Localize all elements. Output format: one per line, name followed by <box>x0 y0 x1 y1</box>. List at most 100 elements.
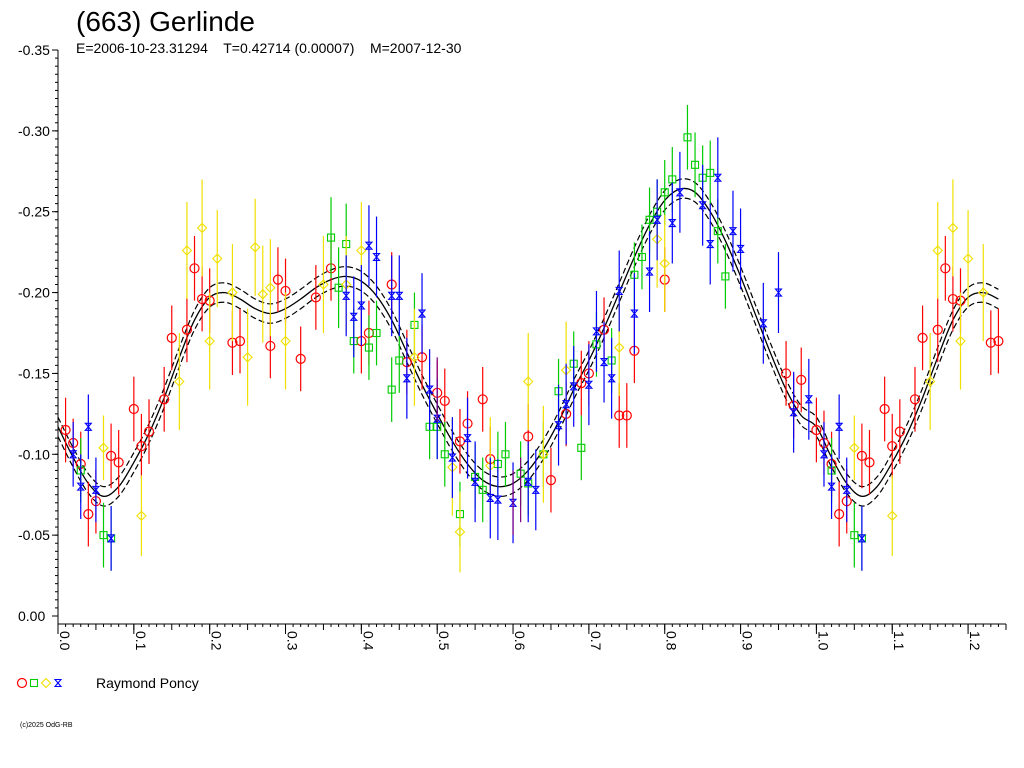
data-point <box>811 424 822 436</box>
y-tick-label: -0.20 <box>18 285 50 301</box>
data-point <box>128 403 139 415</box>
legend <box>16 677 63 689</box>
data-point <box>736 244 745 253</box>
data-points-group <box>60 104 1004 573</box>
data-point <box>136 510 147 522</box>
data-point <box>204 335 215 347</box>
chart-title: (663) Gerlinde <box>76 6 255 37</box>
data-point <box>977 287 989 298</box>
data-point <box>364 343 373 352</box>
data-point <box>387 385 396 394</box>
data-point <box>60 424 71 436</box>
x-tick-label: 1.0 <box>815 631 831 651</box>
data-point <box>417 309 427 318</box>
data-point <box>402 374 412 383</box>
data-point <box>683 133 692 142</box>
data-point <box>796 374 807 385</box>
data-point <box>842 485 851 494</box>
data-point <box>721 272 730 281</box>
data-point <box>99 531 108 540</box>
data-point <box>577 443 586 452</box>
data-point <box>105 450 117 462</box>
data-point <box>691 160 700 169</box>
data-point <box>295 353 306 364</box>
x-tick-label: 1.1 <box>891 631 907 651</box>
data-point <box>668 218 677 228</box>
data-point <box>879 403 890 415</box>
data-point <box>652 215 662 224</box>
data-point <box>448 453 457 462</box>
x-tick-label: 0.1 <box>133 631 149 651</box>
data-point <box>91 485 101 494</box>
data-point <box>947 293 959 305</box>
data-point <box>249 242 261 253</box>
data-point <box>554 421 563 430</box>
data-point <box>645 267 654 276</box>
data-point <box>538 449 549 460</box>
data-point <box>493 495 503 504</box>
data-point <box>713 173 723 182</box>
y-tick-label: -0.35 <box>18 42 50 58</box>
y-tick-label: -0.10 <box>18 446 50 462</box>
data-point <box>181 245 193 256</box>
copyright-text: (c)2025 OdG-RB <box>20 722 73 729</box>
data-point <box>849 442 860 454</box>
tick-group: -0.35 -0.30 -0.25 -0.20 -0.15 -0.10 -0.05 0.00 0… <box>18 42 1007 651</box>
data-point <box>887 441 898 452</box>
data-point <box>592 327 601 336</box>
data-point <box>439 395 450 407</box>
data-point <box>425 385 434 394</box>
data-point <box>932 324 943 335</box>
x-tick-label: 0.9 <box>740 631 756 651</box>
data-point <box>166 332 177 343</box>
data-point <box>613 342 625 353</box>
data-point <box>349 312 358 321</box>
data-point <box>387 291 396 300</box>
data-point <box>265 340 276 352</box>
x-tick-label: 0.5 <box>436 631 452 651</box>
data-point <box>645 215 654 224</box>
data-point <box>372 328 381 338</box>
data-point <box>523 431 534 442</box>
data-point <box>962 253 974 264</box>
data-point <box>615 286 624 296</box>
data-point <box>804 395 814 404</box>
data-point <box>759 319 768 328</box>
data-point <box>614 410 625 421</box>
data-point <box>463 434 472 443</box>
y-tick-label: -0.25 <box>18 204 50 220</box>
data-point <box>569 382 578 391</box>
data-point <box>607 374 616 383</box>
data-point <box>234 335 246 347</box>
legend-marker-hourglass <box>53 678 63 688</box>
data-point <box>440 450 449 459</box>
data-point <box>706 168 715 177</box>
data-point <box>136 441 147 452</box>
y-tick-label: -0.30 <box>18 123 50 139</box>
data-point <box>356 245 367 256</box>
data-point <box>985 337 996 348</box>
data-point <box>501 450 510 459</box>
data-point <box>76 482 85 491</box>
data-point <box>827 482 836 491</box>
legend-marker-square <box>29 678 39 688</box>
data-point <box>318 279 329 290</box>
data-point <box>698 201 707 210</box>
data-point <box>659 258 670 269</box>
data-point <box>227 287 238 298</box>
data-point <box>774 288 783 297</box>
data-point <box>940 263 951 274</box>
axes-group <box>57 50 1006 625</box>
data-point <box>857 534 867 543</box>
data-point <box>834 509 845 520</box>
data-point <box>584 380 594 389</box>
data-point <box>477 394 488 405</box>
x-tick-label: 0.3 <box>285 631 301 651</box>
x-tick-label: 1.2 <box>967 631 983 651</box>
data-point <box>310 292 321 303</box>
data-point <box>98 442 109 454</box>
data-point <box>84 422 93 431</box>
x-tick-label: 0.7 <box>588 631 604 651</box>
